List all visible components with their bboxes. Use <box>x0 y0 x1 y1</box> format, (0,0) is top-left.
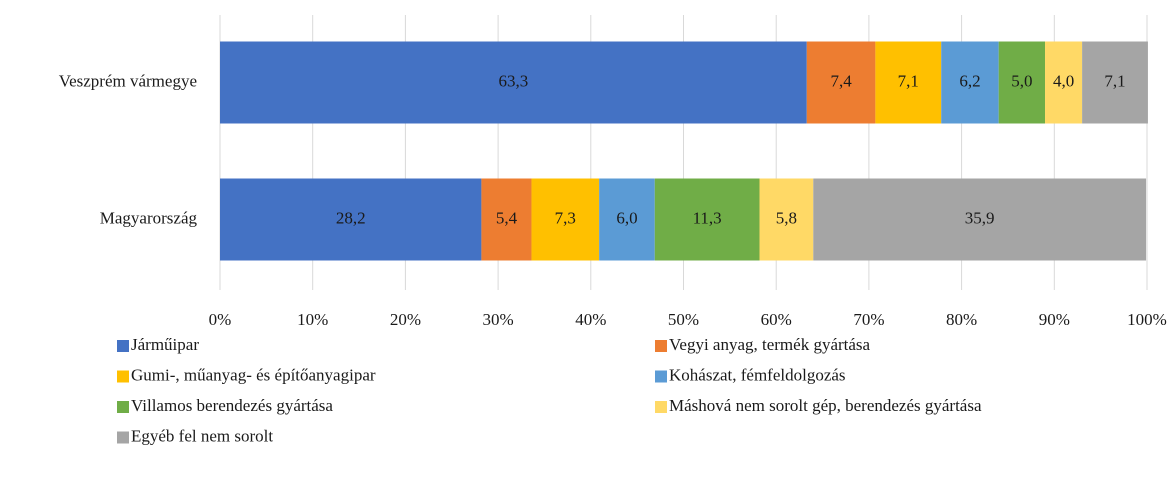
bar-segment <box>654 178 760 261</box>
x-tick-label: 50% <box>668 310 699 329</box>
bar-segment <box>759 178 814 261</box>
data-label: 28,2 <box>336 208 366 227</box>
bar-segment <box>806 41 876 124</box>
legend-label: Járműipar <box>131 335 199 354</box>
legend-label: Vegyi anyag, termék gyártása <box>669 335 871 354</box>
data-label: 63,3 <box>499 71 529 90</box>
x-tick-label: 60% <box>761 310 792 329</box>
legend-swatch <box>655 370 667 383</box>
data-label: 5,8 <box>776 208 797 227</box>
x-tick-label: 90% <box>1039 310 1070 329</box>
bar-segment <box>1082 41 1148 124</box>
x-tick-label: 20% <box>390 310 421 329</box>
legend-swatch <box>117 401 129 413</box>
bar-segment <box>1045 41 1083 124</box>
bar-segment <box>599 178 655 261</box>
y-tick-label: Veszprém vármegye <box>59 71 197 90</box>
bar-segment <box>220 178 482 261</box>
bar-segment <box>875 41 942 124</box>
data-label: 5,0 <box>1011 71 1032 90</box>
data-label: 4,0 <box>1053 71 1074 90</box>
bar-segment <box>481 178 532 261</box>
bar-segment <box>998 41 1046 124</box>
data-label: 6,0 <box>616 208 637 227</box>
legend-swatch <box>655 340 667 352</box>
bar-segment <box>220 41 807 124</box>
y-tick-label: Magyarország <box>100 208 198 227</box>
data-label: 5,4 <box>496 208 518 227</box>
legend-label: Villamos berendezés gyártása <box>131 396 333 415</box>
x-tick-label: 40% <box>575 310 606 329</box>
x-tick-label: 100% <box>1127 310 1167 329</box>
data-label: 7,4 <box>830 71 852 90</box>
x-tick-label: 80% <box>946 310 977 329</box>
bar-segment <box>941 41 999 124</box>
bar-segment <box>531 178 600 261</box>
data-label: 11,3 <box>693 208 722 227</box>
legend-swatch <box>117 340 129 352</box>
x-tick-label: 30% <box>483 310 514 329</box>
legend-swatch <box>117 370 129 383</box>
data-label: 7,1 <box>1104 71 1125 90</box>
legend-label: Máshová nem sorolt gép, berendezés gyárt… <box>669 396 982 415</box>
x-tick-label: 70% <box>853 310 884 329</box>
bar-segment <box>813 178 1147 261</box>
x-tick-label: 0% <box>209 310 232 329</box>
x-tick-label: 10% <box>297 310 328 329</box>
legend-swatch <box>655 401 667 413</box>
data-label: 7,3 <box>555 208 576 227</box>
data-label: 6,2 <box>959 71 980 90</box>
data-label: 7,1 <box>898 71 919 90</box>
legend-label: Gumi-, műanyag- és építőanyagipar <box>131 365 376 384</box>
legend-label: Egyéb fel nem sorolt <box>131 426 273 445</box>
legend-swatch <box>117 431 129 444</box>
legend-label: Kohászat, fémfeldolgozás <box>669 365 846 384</box>
data-label: 35,9 <box>965 208 995 227</box>
